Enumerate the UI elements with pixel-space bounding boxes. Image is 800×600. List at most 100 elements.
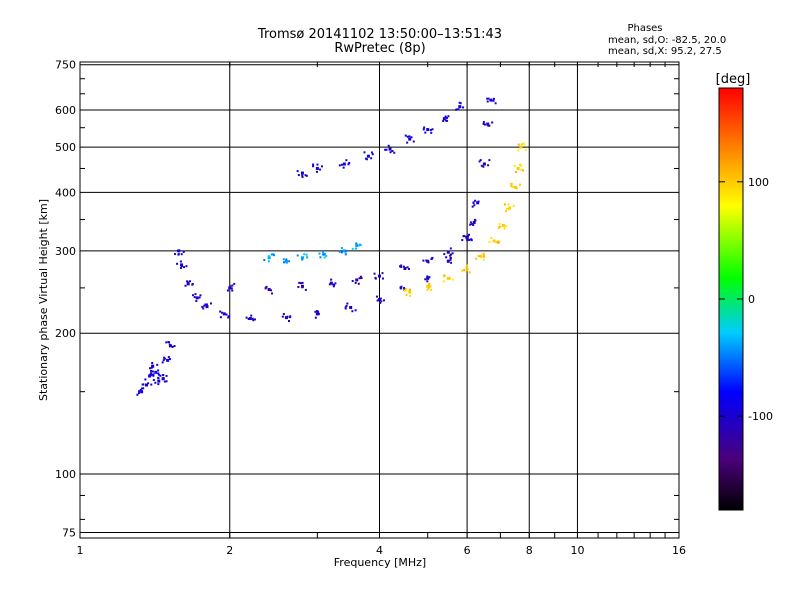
- data-point-scatter: [151, 370, 154, 373]
- data-point: [161, 377, 165, 381]
- data-point-scatter: [355, 242, 358, 245]
- y-tick-label: 600: [55, 104, 76, 117]
- data-points: [136, 97, 527, 396]
- data-point-scatter: [491, 121, 494, 124]
- stats-o: mean, sd,O: -82.5, 20.0: [608, 35, 726, 46]
- data-point-scatter: [317, 310, 320, 313]
- data-point-scatter: [449, 254, 452, 257]
- data-point-scatter: [430, 131, 433, 134]
- data-point-scatter: [354, 309, 357, 312]
- data-point-scatter: [157, 383, 160, 386]
- data-point-scatter: [503, 227, 506, 230]
- data-point-scatter: [305, 253, 308, 256]
- data-point-scatter: [186, 280, 189, 283]
- data-point-scatter: [344, 252, 347, 255]
- axis-ticks: 1 2 4 6 8 10 16 75 100 200 300 400 500 600 750: [55, 59, 686, 557]
- data-point-scatter: [301, 175, 304, 178]
- data-point-scatter: [152, 379, 155, 382]
- data-point-scatter: [462, 106, 465, 109]
- data-point: [355, 244, 359, 248]
- data-point-scatter: [219, 310, 222, 313]
- data-point-scatter: [199, 294, 202, 297]
- data-point-scatter: [297, 285, 300, 288]
- data-point: [267, 256, 271, 260]
- data-point-scatter: [142, 387, 145, 390]
- data-point: [300, 256, 304, 260]
- data-point-scatter: [287, 319, 290, 322]
- data-point-scatter: [150, 372, 153, 375]
- data-point-scatter: [443, 253, 446, 256]
- data-point-scatter: [315, 170, 318, 173]
- data-point-scatter: [272, 254, 275, 257]
- data-point-scatter: [495, 241, 498, 244]
- data-point-scatter: [162, 359, 165, 362]
- y-tick-label: 750: [55, 59, 76, 72]
- data-point-scatter: [205, 303, 208, 306]
- x-tick-label: 4: [376, 544, 383, 557]
- data-point-scatter: [358, 277, 361, 280]
- data-point-scatter: [209, 302, 212, 305]
- data-point: [501, 223, 505, 227]
- data-point-scatter: [358, 243, 361, 246]
- data-point-scatter: [304, 174, 307, 177]
- data-point-scatter: [379, 297, 382, 300]
- data-point-scatter: [163, 380, 166, 383]
- data-point: [195, 296, 199, 300]
- data-point: [426, 284, 430, 288]
- data-point-scatter: [378, 275, 381, 278]
- data-point-scatter: [371, 153, 374, 156]
- data-point-scatter: [375, 295, 378, 298]
- data-point-scatter: [410, 136, 413, 139]
- data-point-scatter: [370, 151, 373, 154]
- data-point-scatter: [321, 250, 324, 253]
- data-point-scatter: [513, 164, 516, 167]
- data-point-scatter: [427, 287, 430, 290]
- data-point: [180, 263, 184, 267]
- colorbar-tick-label: 100: [748, 176, 769, 189]
- data-point-scatter: [424, 278, 427, 281]
- data-point-scatter: [370, 157, 373, 160]
- data-point-scatter: [247, 317, 250, 320]
- data-point-scatter: [270, 253, 273, 256]
- data-point: [228, 286, 232, 290]
- data-point-scatter: [472, 201, 475, 204]
- data-point-scatter: [344, 307, 347, 310]
- data-point-scatter: [384, 148, 387, 151]
- data-point-scatter: [519, 163, 522, 166]
- data-point-scatter: [403, 287, 406, 290]
- data-point-scatter: [168, 358, 171, 361]
- data-point-scatter: [486, 100, 489, 103]
- data-point-scatter: [267, 260, 270, 263]
- data-point-scatter: [445, 116, 448, 119]
- colorbar-label: [deg]: [716, 72, 751, 87]
- data-point-scatter: [344, 306, 347, 309]
- data-point-scatter: [402, 265, 405, 268]
- data-point-scatter: [466, 239, 469, 242]
- data-point-scatter: [497, 241, 500, 244]
- data-point-scatter: [393, 151, 396, 154]
- chart-subtitle: RwPretec (8p): [334, 41, 425, 56]
- data-point-scatter: [430, 289, 433, 292]
- data-point-scatter: [185, 265, 188, 268]
- data-point: [300, 284, 304, 288]
- colorbar-ticks: -100 0 100: [719, 176, 773, 423]
- x-tick-label: 8: [526, 544, 533, 557]
- data-point-scatter: [181, 265, 184, 268]
- data-point: [465, 236, 469, 240]
- data-point-scatter: [469, 223, 472, 226]
- data-point-scatter: [374, 277, 377, 280]
- data-point-scatter: [389, 151, 392, 154]
- data-point: [157, 379, 161, 383]
- data-point-scatter: [406, 266, 409, 269]
- data-point-scatter: [522, 169, 525, 172]
- data-point-scatter: [162, 356, 165, 359]
- data-point: [300, 171, 304, 175]
- data-point-scatter: [498, 222, 501, 225]
- data-point: [479, 254, 483, 258]
- data-point: [492, 239, 496, 243]
- data-point-scatter: [301, 286, 304, 289]
- data-point-scatter: [167, 341, 170, 344]
- data-point-scatter: [360, 277, 363, 280]
- data-point-scatter: [447, 259, 450, 262]
- data-point-scatter: [251, 317, 254, 320]
